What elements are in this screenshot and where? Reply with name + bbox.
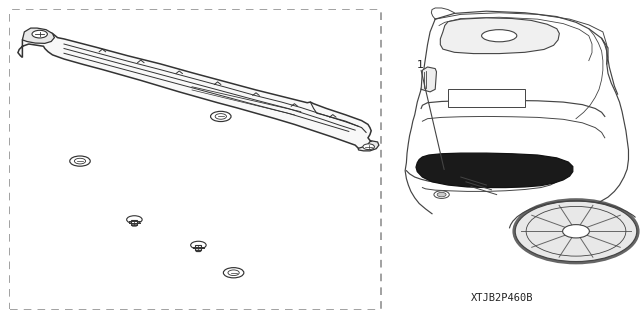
Circle shape [228,270,239,276]
Circle shape [74,158,86,164]
Circle shape [515,201,637,262]
Text: XTJB2P460B: XTJB2P460B [471,293,534,303]
Text: 1: 1 [417,60,424,70]
Polygon shape [358,141,379,151]
Bar [131,219,138,225]
Circle shape [70,156,90,166]
Polygon shape [131,225,138,226]
Circle shape [127,216,142,223]
Polygon shape [18,30,372,150]
Circle shape [363,144,374,150]
Circle shape [223,268,244,278]
Bar [448,89,525,107]
Circle shape [563,225,589,238]
Polygon shape [22,28,54,43]
Polygon shape [195,250,202,252]
Bar [195,245,202,250]
Bar [10,10,380,309]
Ellipse shape [482,30,517,42]
Circle shape [215,114,227,119]
Polygon shape [421,67,436,92]
Polygon shape [440,18,559,54]
Polygon shape [416,153,573,188]
Circle shape [32,30,47,38]
Circle shape [191,241,206,249]
Circle shape [211,111,231,122]
Circle shape [437,192,446,197]
Circle shape [434,191,449,198]
Bar [10,10,381,309]
